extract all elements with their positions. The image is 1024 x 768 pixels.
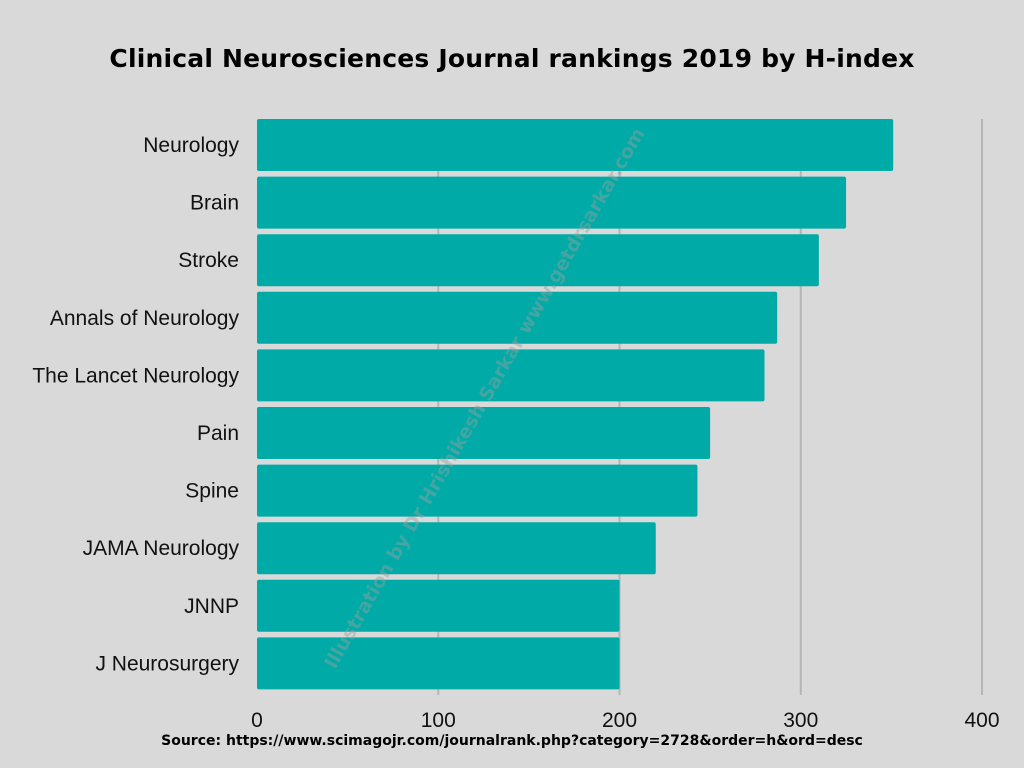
x-tick-label: 300 bbox=[783, 709, 818, 732]
category-label: Pain bbox=[197, 422, 239, 445]
chart-title: Clinical Neurosciences Journal rankings … bbox=[109, 44, 915, 73]
x-tick-label: 100 bbox=[421, 709, 456, 732]
bar bbox=[257, 637, 620, 690]
bar bbox=[257, 522, 656, 575]
bar bbox=[257, 464, 698, 517]
bar bbox=[257, 407, 711, 459]
category-labels: Neurology Brain Stroke Annals of Neurology… bbox=[32, 134, 239, 675]
x-tick-label: 0 bbox=[251, 709, 263, 732]
x-tick-label: 200 bbox=[602, 709, 637, 732]
category-label: Annals of Neurology bbox=[50, 307, 240, 330]
bar bbox=[257, 119, 894, 171]
bar bbox=[257, 579, 620, 632]
bar bbox=[257, 234, 819, 287]
source-note: Source: https://www.scimagojr.com/journa… bbox=[161, 733, 863, 749]
category-label: Brain bbox=[190, 192, 239, 215]
category-label: J Neurosurgery bbox=[95, 652, 239, 675]
category-label: JAMA Neurology bbox=[83, 537, 240, 560]
bar bbox=[257, 176, 847, 229]
category-label: Spine bbox=[185, 480, 239, 503]
bars bbox=[257, 119, 894, 690]
category-label: Neurology bbox=[143, 134, 239, 157]
x-tick-label: 400 bbox=[964, 709, 999, 732]
category-label: The Lancet Neurology bbox=[32, 364, 239, 387]
bar bbox=[257, 349, 765, 402]
bar bbox=[257, 291, 778, 344]
category-label: JNNP bbox=[184, 595, 239, 618]
category-label: Stroke bbox=[178, 249, 239, 272]
x-axis-ticks: 0 100 200 300 400 bbox=[251, 709, 999, 732]
